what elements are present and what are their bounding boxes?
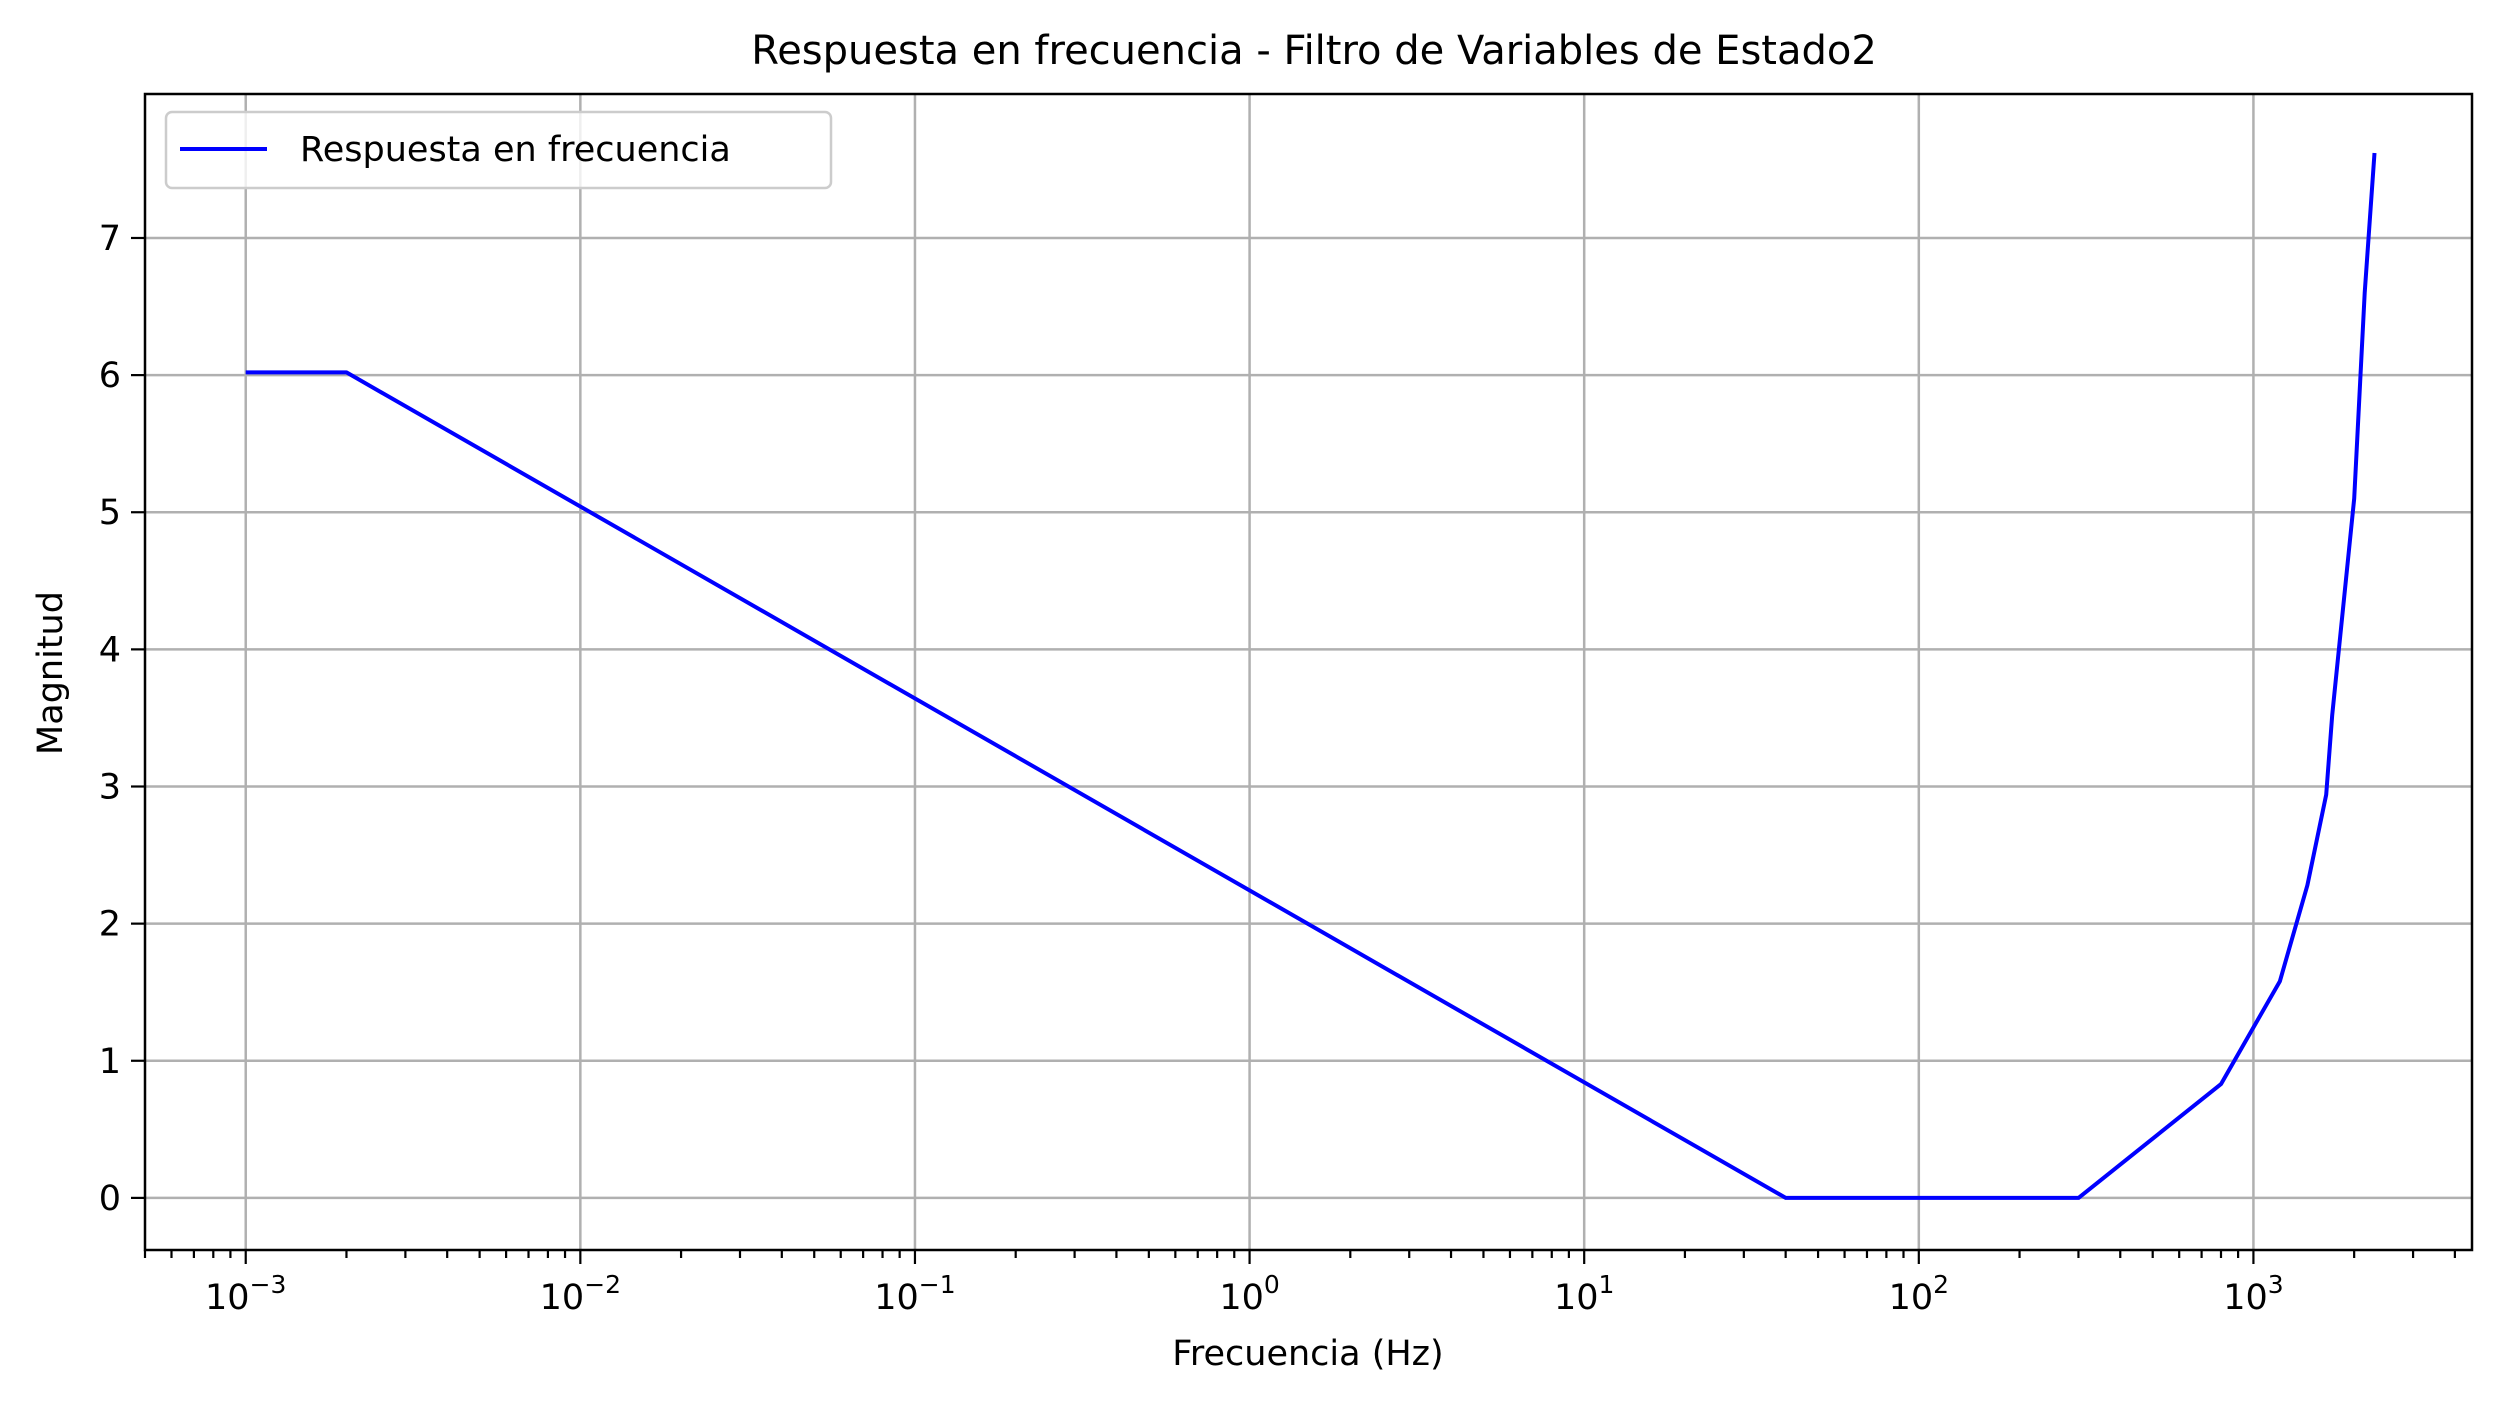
x-tick-label-base: 10 [2223, 1278, 2268, 1318]
x-tick-label: 10−2 [540, 1270, 621, 1318]
x-tick-label: 101 [1554, 1270, 1614, 1318]
x-tick-label-exponent: −3 [250, 1270, 287, 1299]
series-line [245, 152, 2377, 1200]
x-tick-label: 102 [1889, 1270, 1949, 1318]
x-tick-label: 100 [1219, 1270, 1279, 1318]
x-tick-label-exponent: 0 [1264, 1270, 1280, 1299]
y-axis-ticks: 0 1 2 3 4 5 6 7 [99, 219, 145, 1219]
x-tick-label-base: 10 [540, 1278, 585, 1318]
y-tick-label: 0 [99, 1179, 121, 1219]
x-tick-label-exponent: −1 [919, 1270, 956, 1299]
x-tick-label-exponent: −2 [584, 1270, 621, 1299]
x-tick-label-exponent: 2 [1933, 1270, 1949, 1299]
chart-title: Respuesta en frecuencia - Filtro de Vari… [751, 28, 1877, 74]
y-tick-label: 5 [99, 493, 121, 533]
x-tick-label-exponent: 3 [2268, 1270, 2284, 1299]
x-tick-label-base: 10 [205, 1278, 250, 1318]
y-axis-label: Magnitud [31, 591, 71, 755]
x-axis-ticks: 10−3 10−2 10−1 100 101 102 103 [143, 1250, 2456, 1318]
x-tick-label-base: 10 [1219, 1278, 1264, 1318]
x-tick-label: 10−3 [205, 1270, 286, 1318]
x-axis-label: Frecuencia (Hz) [1172, 1334, 1443, 1374]
y-tick-label: 7 [99, 219, 121, 259]
x-tick-label-base: 10 [1889, 1278, 1934, 1318]
y-tick-label: 6 [99, 356, 121, 396]
x-tick-label-base: 10 [1554, 1278, 1599, 1318]
y-tick-label: 2 [99, 905, 121, 945]
legend-entry-label: Respuesta en frecuencia [300, 130, 731, 170]
legend-box [164, 110, 833, 190]
x-tick-label-base: 10 [874, 1278, 919, 1318]
data-series [245, 152, 2377, 1200]
y-tick-label: 4 [99, 630, 121, 670]
x-tick-label: 10−1 [874, 1270, 955, 1318]
plot-area-frame [143, 92, 2474, 1252]
x-tick-label: 103 [2223, 1270, 2283, 1318]
legend: Respuesta en frecuencia [164, 110, 833, 190]
y-tick-label: 3 [99, 768, 121, 808]
y-tick-label: 1 [99, 1042, 121, 1082]
x-tick-label-exponent: 1 [1599, 1270, 1615, 1299]
